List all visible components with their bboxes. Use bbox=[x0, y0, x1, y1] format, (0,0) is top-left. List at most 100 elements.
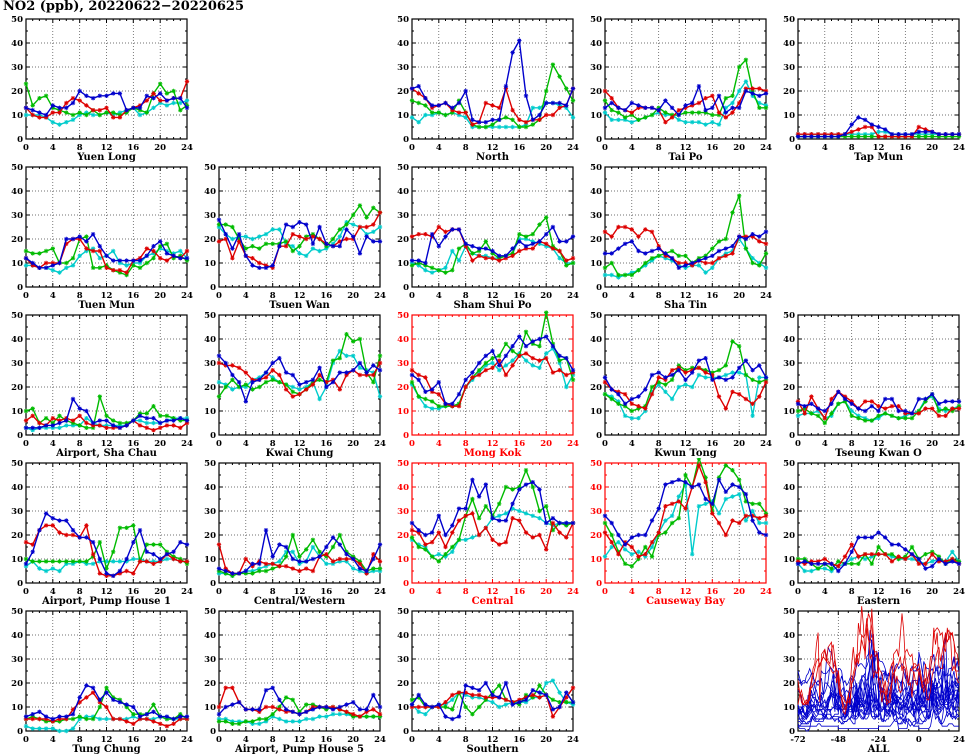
y-tick-label: 10 bbox=[783, 407, 795, 417]
grid-lines bbox=[219, 463, 380, 583]
y-tick-label: 50 bbox=[204, 311, 216, 321]
axis-ticks bbox=[25, 462, 188, 584]
chart-mong-kok: 0 10 20 30 40 50 0 4 8 12 16 20 24 Mong Kok bbox=[386, 310, 579, 458]
x-tick-label: 12 bbox=[487, 143, 499, 153]
y-tick-label: 10 bbox=[783, 703, 795, 713]
y-tick-label: 0 bbox=[403, 283, 409, 293]
x-tick-label: 24 bbox=[181, 587, 193, 597]
y-tick-label: 20 bbox=[397, 531, 409, 541]
y-tick-label: 10 bbox=[11, 555, 23, 565]
series-markers-blue bbox=[23, 396, 190, 430]
grid-lines bbox=[219, 611, 380, 731]
x-tick-label: 16 bbox=[127, 291, 139, 301]
x-tick-label: -24 bbox=[871, 735, 886, 745]
x-tick-label: 16 bbox=[127, 439, 139, 449]
grid-lines bbox=[26, 463, 187, 583]
chart-canvas: 0 10 20 30 40 50 0 4 8 12 16 20 24 Kwai Chung bbox=[204, 311, 386, 458]
chart-causeway-bay: 0 10 20 30 40 50 0 4 8 12 16 20 24 Causeway Bay bbox=[579, 458, 772, 606]
y-tick-label: 30 bbox=[783, 359, 795, 369]
y-tick-label: 30 bbox=[783, 507, 795, 517]
y-tick-label: 10 bbox=[204, 407, 216, 417]
y-tick-label: 40 bbox=[397, 631, 409, 641]
y-tick-label: 40 bbox=[783, 631, 795, 641]
chart-sha-tin: 0 10 20 30 40 50 0 4 8 12 16 20 24 Sha Tin bbox=[579, 162, 772, 310]
chart-canvas: 0 10 20 30 40 50 0 4 8 12 16 20 24 Tuen Mun bbox=[11, 163, 193, 310]
series-markers-blue bbox=[409, 680, 576, 722]
x-tick-label: 20 bbox=[733, 291, 745, 301]
x-tick-label: 0 bbox=[216, 291, 222, 301]
chart-title: Airport, Pump House 5 bbox=[234, 744, 364, 754]
axis-ticks bbox=[218, 610, 381, 732]
x-tick-label: 24 bbox=[374, 291, 386, 301]
chart-canvas: 0 10 20 30 40 50 0 4 8 12 16 20 24 Tsuen Wan bbox=[204, 163, 386, 310]
x-tick-label: 4 bbox=[629, 587, 635, 597]
x-tick-label: 24 bbox=[953, 143, 965, 153]
x-tick-label: -72 bbox=[790, 735, 805, 745]
y-tick-label: 20 bbox=[397, 235, 409, 245]
series-markers-green bbox=[23, 523, 190, 571]
chart-tseung-kwan-o: 0 10 20 30 40 50 0 4 8 12 16 20 24 Tseung Kwan O bbox=[772, 310, 965, 458]
y-tick-label: 20 bbox=[397, 679, 409, 689]
chart-canvas: 0 10 20 30 40 50 0 4 8 12 16 20 24 Airport, Sha Chau bbox=[11, 311, 193, 458]
x-tick-label: 20 bbox=[540, 291, 552, 301]
x-tick-label: 0 bbox=[602, 587, 608, 597]
x-tick-label: 16 bbox=[513, 439, 525, 449]
y-tick-label: 40 bbox=[204, 187, 216, 197]
x-tick-label: 24 bbox=[181, 735, 193, 745]
axis-ticks bbox=[411, 166, 574, 288]
y-tick-label: 10 bbox=[397, 407, 409, 417]
x-tick-label: -48 bbox=[831, 735, 846, 745]
x-tick-label: 4 bbox=[50, 587, 56, 597]
x-tick-label: 0 bbox=[23, 587, 29, 597]
y-tick-label: 10 bbox=[590, 555, 602, 565]
y-tick-label: 50 bbox=[204, 607, 216, 617]
y-tick-label: 50 bbox=[397, 15, 409, 25]
x-tick-label: 4 bbox=[243, 439, 249, 449]
y-tick-label: 30 bbox=[11, 211, 23, 221]
x-tick-label: 12 bbox=[680, 143, 692, 153]
x-tick-label: 20 bbox=[926, 143, 938, 153]
y-tick-label: 30 bbox=[397, 211, 409, 221]
x-tick-label: 8 bbox=[849, 439, 855, 449]
y-tick-label: 50 bbox=[11, 163, 23, 173]
y-tick-label: 0 bbox=[210, 431, 216, 441]
series-markers-blue bbox=[602, 477, 769, 547]
x-tick-label: 12 bbox=[487, 439, 499, 449]
series-markers-blue bbox=[23, 683, 190, 722]
chart-title: ALL bbox=[867, 744, 890, 754]
x-tick-label: 4 bbox=[50, 735, 56, 745]
x-tick-label: 4 bbox=[436, 143, 442, 153]
series-line-blue bbox=[218, 530, 381, 575]
y-tick-label: 50 bbox=[783, 459, 795, 469]
chart-title: Sha Tin bbox=[664, 300, 708, 310]
y-tick-label: 0 bbox=[17, 135, 23, 145]
axis-ticks bbox=[25, 18, 188, 140]
x-tick-label: 0 bbox=[602, 291, 608, 301]
series-markers-blue bbox=[795, 115, 962, 139]
y-tick-label: 30 bbox=[783, 63, 795, 73]
grid-lines bbox=[26, 167, 187, 287]
x-tick-label: 24 bbox=[760, 143, 772, 153]
y-tick-label: 10 bbox=[783, 555, 795, 565]
x-tick-label: 20 bbox=[154, 587, 166, 597]
chart-kwai-chung: 0 10 20 30 40 50 0 4 8 12 16 20 24 Kwai Chung bbox=[193, 310, 386, 458]
x-tick-label: 12 bbox=[680, 587, 692, 597]
series-markers-blue bbox=[23, 232, 190, 270]
x-tick-label: 4 bbox=[436, 735, 442, 745]
y-tick-label: 0 bbox=[789, 431, 795, 441]
y-tick-label: 20 bbox=[397, 383, 409, 393]
chart-north: 0 10 20 30 40 50 0 4 8 12 16 20 24 North bbox=[386, 14, 579, 162]
x-tick-label: 0 bbox=[216, 439, 222, 449]
x-tick-label: 24 bbox=[567, 143, 579, 153]
x-tick-label: 0 bbox=[409, 439, 415, 449]
y-tick-label: 10 bbox=[204, 703, 216, 713]
x-tick-label: 0 bbox=[216, 587, 222, 597]
series-line-cyan bbox=[411, 238, 573, 274]
x-tick-label: 4 bbox=[822, 143, 828, 153]
y-tick-label: 30 bbox=[397, 359, 409, 369]
y-tick-label: 10 bbox=[397, 111, 409, 121]
x-tick-label: 16 bbox=[513, 143, 525, 153]
chart-airport-pump-house-1: 0 10 20 30 40 50 0 4 8 12 16 20 24 Airport, Pump Hous… bbox=[0, 458, 193, 606]
x-tick-label: 24 bbox=[181, 439, 193, 449]
x-tick-label: 8 bbox=[463, 735, 469, 745]
